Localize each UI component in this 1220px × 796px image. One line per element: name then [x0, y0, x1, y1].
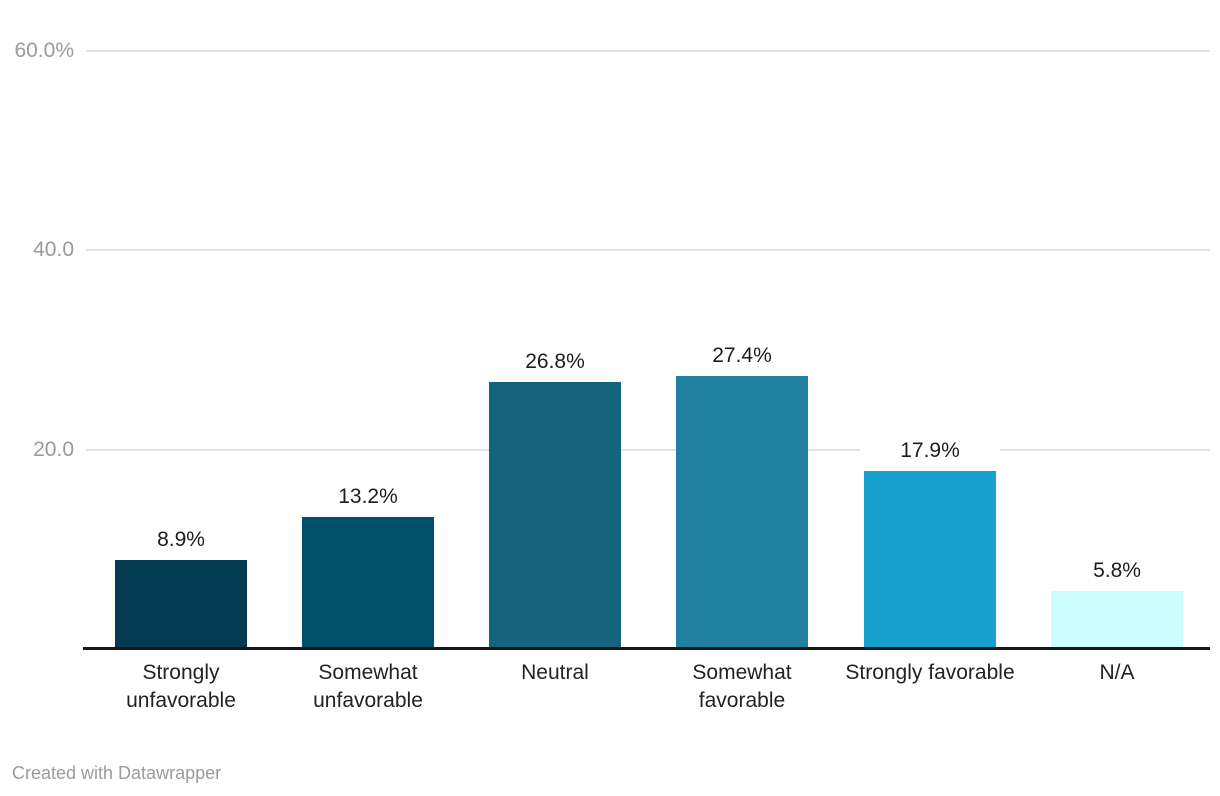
bar-value-label: 13.2%	[298, 483, 438, 510]
x-axis-line	[83, 647, 1210, 650]
bar-strongly-favorable	[864, 471, 996, 649]
bar-somewhat-favorable	[676, 376, 808, 649]
gridline-20	[86, 449, 1210, 451]
x-category-label: Strongly unfavorable	[126, 661, 236, 712]
x-category-label: N/A	[1099, 661, 1135, 684]
gridline-60	[86, 50, 1210, 52]
datawrapper-attribution-link[interactable]: Created with Datawrapper	[12, 763, 222, 783]
y-tick-label: 20.0	[0, 436, 84, 464]
bar-neutral	[489, 382, 621, 649]
bar-strongly-unfavorable	[115, 560, 247, 649]
x-category-label: Somewhat unfavorable	[313, 661, 423, 712]
bar-value-label: 27.4%	[672, 342, 812, 369]
y-tick-label: 40.0	[0, 236, 84, 264]
bar-value-label: 8.9%	[111, 526, 251, 553]
bar-value-label: 17.9%	[860, 437, 1000, 464]
gridline-40	[86, 249, 1210, 251]
x-category-label: Neutral	[521, 661, 589, 684]
bar-value-label: 26.8%	[485, 348, 625, 375]
bar-value-label: 5.8%	[1047, 557, 1187, 584]
bar-n-a	[1051, 591, 1183, 649]
x-category-label: Somewhat favorable	[692, 661, 792, 712]
x-category-label: Strongly favorable	[845, 661, 1015, 684]
bar-somewhat-unfavorable	[302, 517, 434, 649]
y-tick-label: 60.0%	[0, 37, 84, 65]
